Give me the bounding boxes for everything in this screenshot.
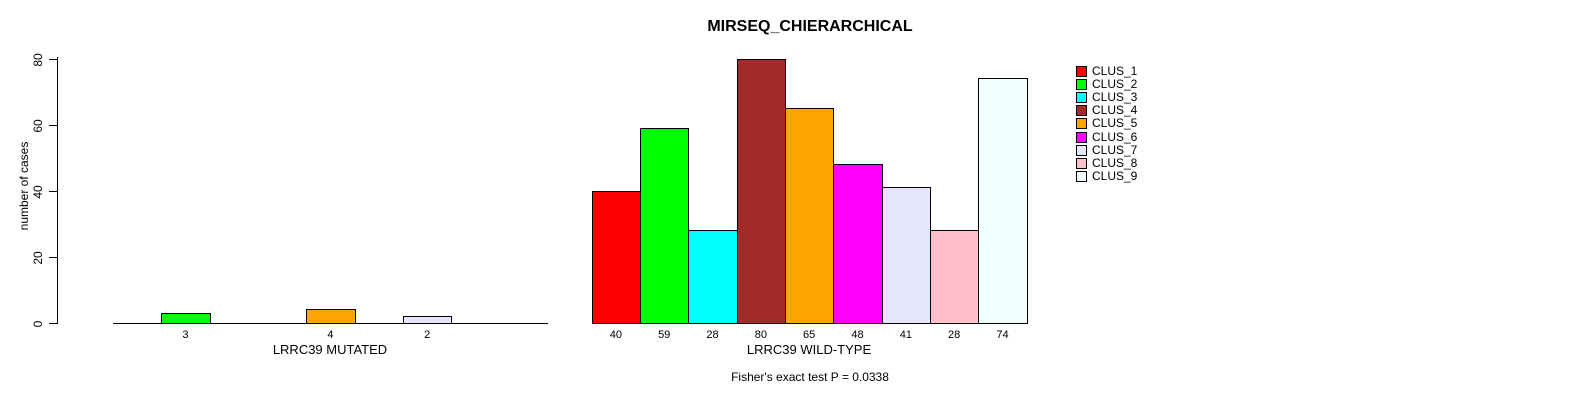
bar-clus_1	[591, 190, 642, 324]
y-axis-tick-label: 60	[31, 118, 45, 133]
y-axis-label: number of cases	[17, 141, 31, 231]
bar-value-label: 28	[948, 328, 961, 341]
bar-clus_5	[306, 309, 356, 324]
bar-clus_8	[930, 230, 980, 324]
legend-label: CLUS_2	[1092, 77, 1138, 92]
chart-title: MIRSEQ_CHIERARCHICAL	[707, 18, 913, 35]
legend-swatch-clus_2	[1076, 79, 1087, 91]
legend-label: CLUS_8	[1092, 155, 1138, 170]
y-axis-tick-label: 0	[31, 320, 45, 327]
bar-clus_2	[161, 312, 211, 324]
bar-value-label: 40	[609, 328, 622, 341]
y-axis-tick	[48, 322, 57, 324]
y-axis-tick	[48, 58, 57, 60]
x-axis-label-mutated: LRRC39 MUTATED	[272, 342, 388, 357]
y-axis-tick-label: 80	[31, 52, 45, 67]
y-axis-line	[56, 57, 58, 324]
legend-swatch-clus_8	[1076, 157, 1087, 169]
legend-swatch-clus_4	[1076, 105, 1087, 117]
y-axis-tick	[48, 190, 57, 192]
bar-value-label: 48	[851, 328, 864, 341]
legend-label: CLUS_4	[1092, 103, 1138, 118]
legend-label: CLUS_9	[1092, 168, 1138, 183]
legend-swatch-clus_9	[1076, 170, 1087, 182]
legend-swatch-clus_6	[1076, 131, 1087, 143]
bar-clus_2	[640, 127, 690, 324]
legend-swatch-clus_7	[1076, 144, 1087, 156]
bar-value-label: 2	[424, 328, 431, 341]
x-axis-label-wild-type: LRRC39 WILD-TYPE	[746, 342, 872, 357]
bar-value-label: 65	[803, 328, 816, 341]
bar-clus_7	[881, 187, 931, 324]
bar-value-label: 3	[182, 328, 189, 341]
legend-swatch-clus_5	[1076, 118, 1087, 130]
y-axis-tick	[48, 124, 57, 126]
bar-clus_7	[402, 315, 453, 324]
y-axis-tick	[48, 256, 57, 258]
bar-clus_6	[833, 164, 883, 324]
legend-label: CLUS_1	[1092, 64, 1138, 78]
bar-value-label: 80	[754, 328, 767, 341]
annotation-fisher-test: Fisher's exact test P = 0.0338	[731, 370, 889, 384]
legend-label: CLUS_6	[1092, 129, 1138, 144]
bar-value-label: 41	[899, 328, 912, 341]
bar-value-label: 74	[996, 328, 1009, 341]
legend-label: CLUS_7	[1092, 142, 1138, 157]
legend-label: CLUS_3	[1092, 90, 1138, 105]
bar-clus_9	[978, 78, 1028, 324]
bar-value-label: 4	[327, 328, 334, 341]
legend-swatch-clus_1	[1076, 66, 1087, 77]
legend-swatch-clus_3	[1076, 92, 1087, 104]
y-axis-tick-label: 40	[31, 184, 45, 199]
bar-value-label: 59	[658, 328, 671, 341]
bar-clus_5	[785, 108, 835, 324]
legend-label: CLUS_5	[1092, 116, 1138, 131]
bar-value-label: 28	[706, 328, 719, 341]
bar-clus_4	[736, 58, 787, 324]
y-axis-tick-label: 20	[31, 250, 45, 265]
bar-clus_3	[688, 230, 738, 324]
